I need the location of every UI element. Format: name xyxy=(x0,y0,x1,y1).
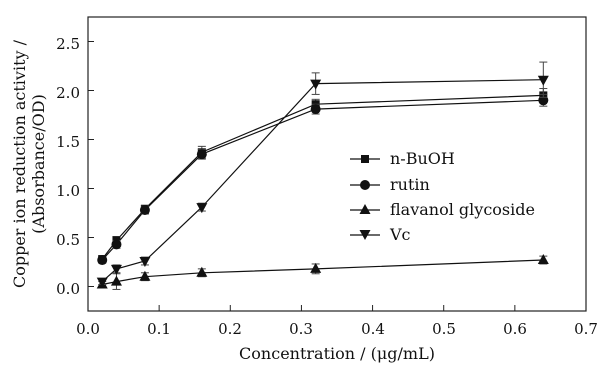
legend-label: rutin xyxy=(390,175,430,194)
y-axis-ticks xyxy=(88,42,94,287)
circle-marker-icon xyxy=(360,180,370,190)
series-n-buoh xyxy=(98,89,547,264)
x-tick-label: 0.4 xyxy=(361,320,385,338)
data-point xyxy=(538,76,549,86)
series-line xyxy=(102,100,543,260)
y-tick-label: 0.0 xyxy=(56,280,80,298)
x-tick-label: 0.1 xyxy=(147,320,171,338)
series-vc xyxy=(97,62,549,288)
legend: n-BuOH rutin flavanol glycoside Vc xyxy=(350,149,535,244)
x-tick-label: 0.6 xyxy=(503,320,527,338)
y-tick-label: 1.0 xyxy=(56,182,80,200)
y-tick-label: 2.0 xyxy=(56,84,80,102)
legend-label: flavanol glycoside xyxy=(390,200,535,219)
data-point xyxy=(538,254,549,264)
y-tick-labels: 0.0 0.5 1.0 1.5 2.0 2.5 xyxy=(56,35,80,298)
series-flavanol-glycoside xyxy=(97,254,549,289)
legend-item-vc: Vc xyxy=(350,225,411,244)
y-axis-title-line1: Copper ion reduction activity / xyxy=(10,39,29,288)
data-point xyxy=(196,203,207,213)
x-tick-labels: 0.0 0.1 0.2 0.3 0.4 0.5 0.6 0.7 xyxy=(76,320,598,338)
series-rutin xyxy=(97,94,548,265)
data-point xyxy=(111,239,121,249)
series-group xyxy=(97,62,549,289)
data-point xyxy=(139,271,150,281)
data-point xyxy=(140,205,150,215)
y-tick-label: 2.5 xyxy=(56,35,80,53)
y-tick-label: 0.5 xyxy=(56,231,80,249)
x-tick-label: 0.2 xyxy=(218,320,242,338)
x-tick-label: 0.3 xyxy=(289,320,313,338)
legend-item-n-buoh: n-BuOH xyxy=(350,149,455,168)
data-point xyxy=(97,255,107,265)
series-line xyxy=(102,95,543,259)
y-axis-title-line2: (Absorbance/OD) xyxy=(29,94,48,234)
data-point xyxy=(197,149,207,159)
x-tick-label: 0.5 xyxy=(432,320,456,338)
triangle-up-marker-icon xyxy=(360,204,371,214)
x-axis-ticks xyxy=(88,305,586,311)
legend-label: Vc xyxy=(389,225,411,244)
legend-item-flavanol-glycoside: flavanol glycoside xyxy=(350,200,535,219)
square-marker-icon xyxy=(361,155,369,163)
x-tick-label: 0.0 xyxy=(76,320,100,338)
series-line xyxy=(102,80,543,282)
x-tick-label: 0.7 xyxy=(574,320,598,338)
series-line xyxy=(102,260,543,285)
legend-label: n-BuOH xyxy=(390,149,455,168)
legend-item-rutin: rutin xyxy=(350,175,430,194)
data-point xyxy=(196,267,207,277)
data-point xyxy=(311,104,321,114)
x-axis-title: Concentration / (μg/mL) xyxy=(239,344,435,363)
plot-frame xyxy=(88,17,586,311)
y-tick-label: 1.5 xyxy=(56,133,80,151)
